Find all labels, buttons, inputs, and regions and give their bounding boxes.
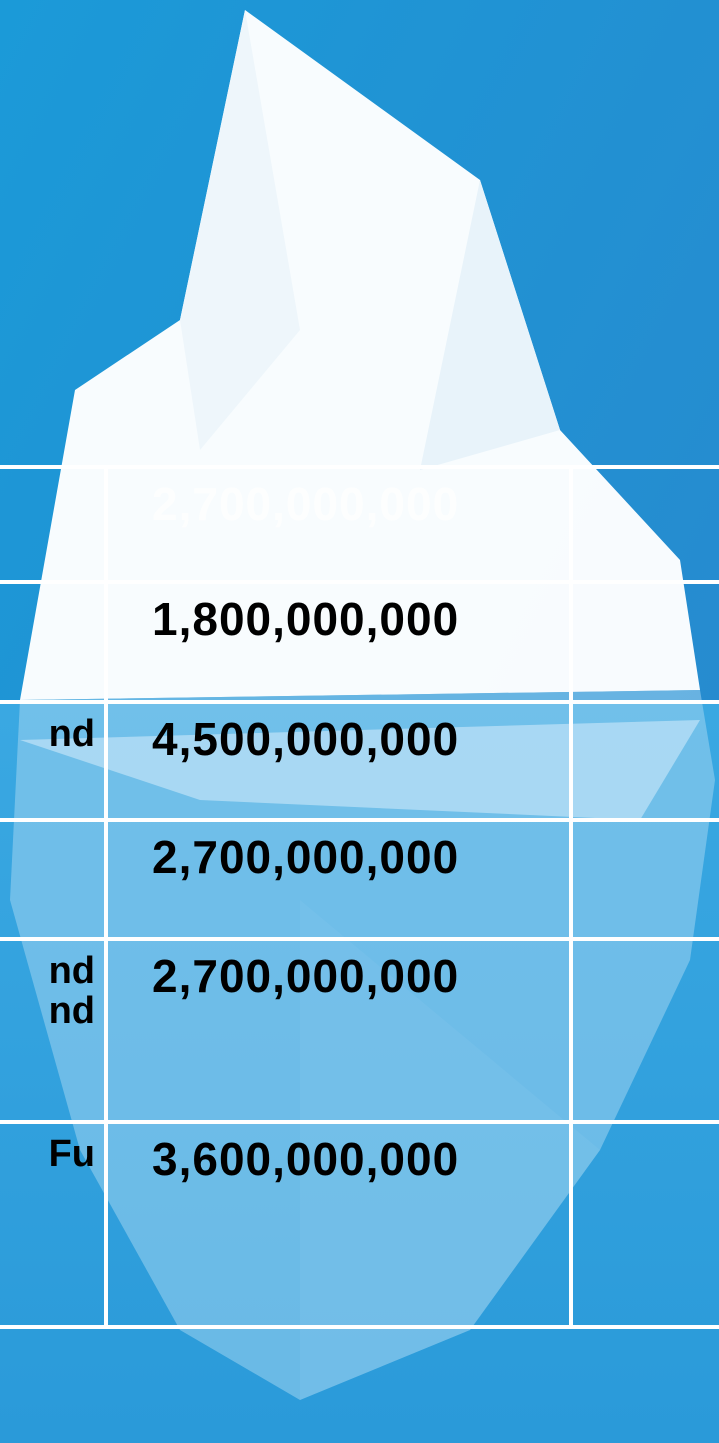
- row-label: nd nd: [48, 951, 95, 1031]
- column-border: [569, 465, 573, 1325]
- row-border: [0, 1120, 719, 1124]
- row-value: 2,700,000,000: [152, 950, 460, 1002]
- row-value: 1,800,000,000: [152, 593, 460, 645]
- row-border: [0, 580, 719, 584]
- row-border: [0, 818, 719, 822]
- row-value: 2,700,000,000: [152, 478, 460, 530]
- column-border: [104, 465, 108, 1325]
- row-value: 2,700,000,000: [152, 831, 460, 883]
- row-value: 3,600,000,000: [152, 1133, 460, 1185]
- row-border: [0, 700, 719, 704]
- row-label: Fu: [48, 1134, 95, 1174]
- row-border: [0, 937, 719, 941]
- row-label: nd: [48, 714, 95, 754]
- row-value: 4,500,000,000: [152, 713, 460, 765]
- row-border: [0, 465, 719, 469]
- row-border: [0, 1325, 719, 1329]
